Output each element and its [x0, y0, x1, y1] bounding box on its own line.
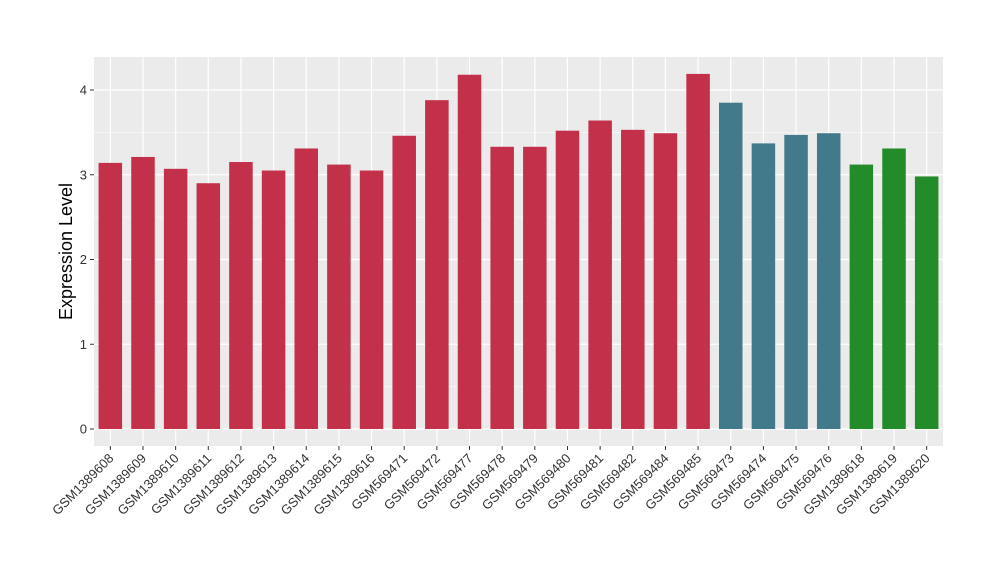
- bar-gsm569478: [490, 146, 514, 429]
- y-tick-label: 1: [80, 337, 87, 352]
- y-axis: 0 1 2 3 4: [80, 83, 94, 437]
- bar-gsm569480: [555, 130, 580, 429]
- bar-gsm1389618: [849, 164, 874, 429]
- bar-gsm569476: [816, 133, 841, 429]
- bar-gsm1389609: [131, 156, 155, 429]
- bar-gsm569474: [751, 143, 776, 429]
- x-axis: GSM1389608GSM1389609GSM1389610GSM1389611…: [49, 446, 933, 518]
- bar-gsm569473: [718, 102, 743, 430]
- bar-gsm569471: [392, 135, 416, 429]
- y-tick-label: 3: [80, 167, 87, 182]
- bar-gsm1389611: [196, 183, 221, 429]
- bar-gsm1389612: [229, 162, 253, 429]
- bar-gsm569485: [686, 73, 710, 430]
- bar-gsm1389615: [327, 164, 351, 429]
- bar-gsm569484: [653, 133, 678, 429]
- bar-gsm1389619: [882, 148, 906, 430]
- bar-gsm569481: [588, 120, 612, 429]
- y-axis-title: Expression Level: [56, 183, 76, 320]
- bar-gsm1389613: [261, 170, 286, 429]
- bars: [98, 73, 939, 430]
- bar-gsm569482: [621, 129, 645, 429]
- bar-gsm1389620: [914, 176, 939, 429]
- bar-gsm1389610: [163, 168, 188, 429]
- bar-gsm1389608: [98, 162, 123, 429]
- bar-gsm1389616: [359, 170, 384, 429]
- bar-gsm569475: [784, 134, 808, 430]
- bar-gsm569477: [457, 74, 482, 430]
- bar-gsm1389614: [294, 148, 319, 430]
- y-tick-label: 2: [80, 252, 87, 267]
- bar-gsm569479: [523, 146, 547, 429]
- y-tick-label: 4: [80, 83, 87, 98]
- plot-panel: [94, 57, 943, 446]
- y-tick-label: 0: [80, 422, 87, 437]
- bar-gsm569472: [425, 100, 449, 430]
